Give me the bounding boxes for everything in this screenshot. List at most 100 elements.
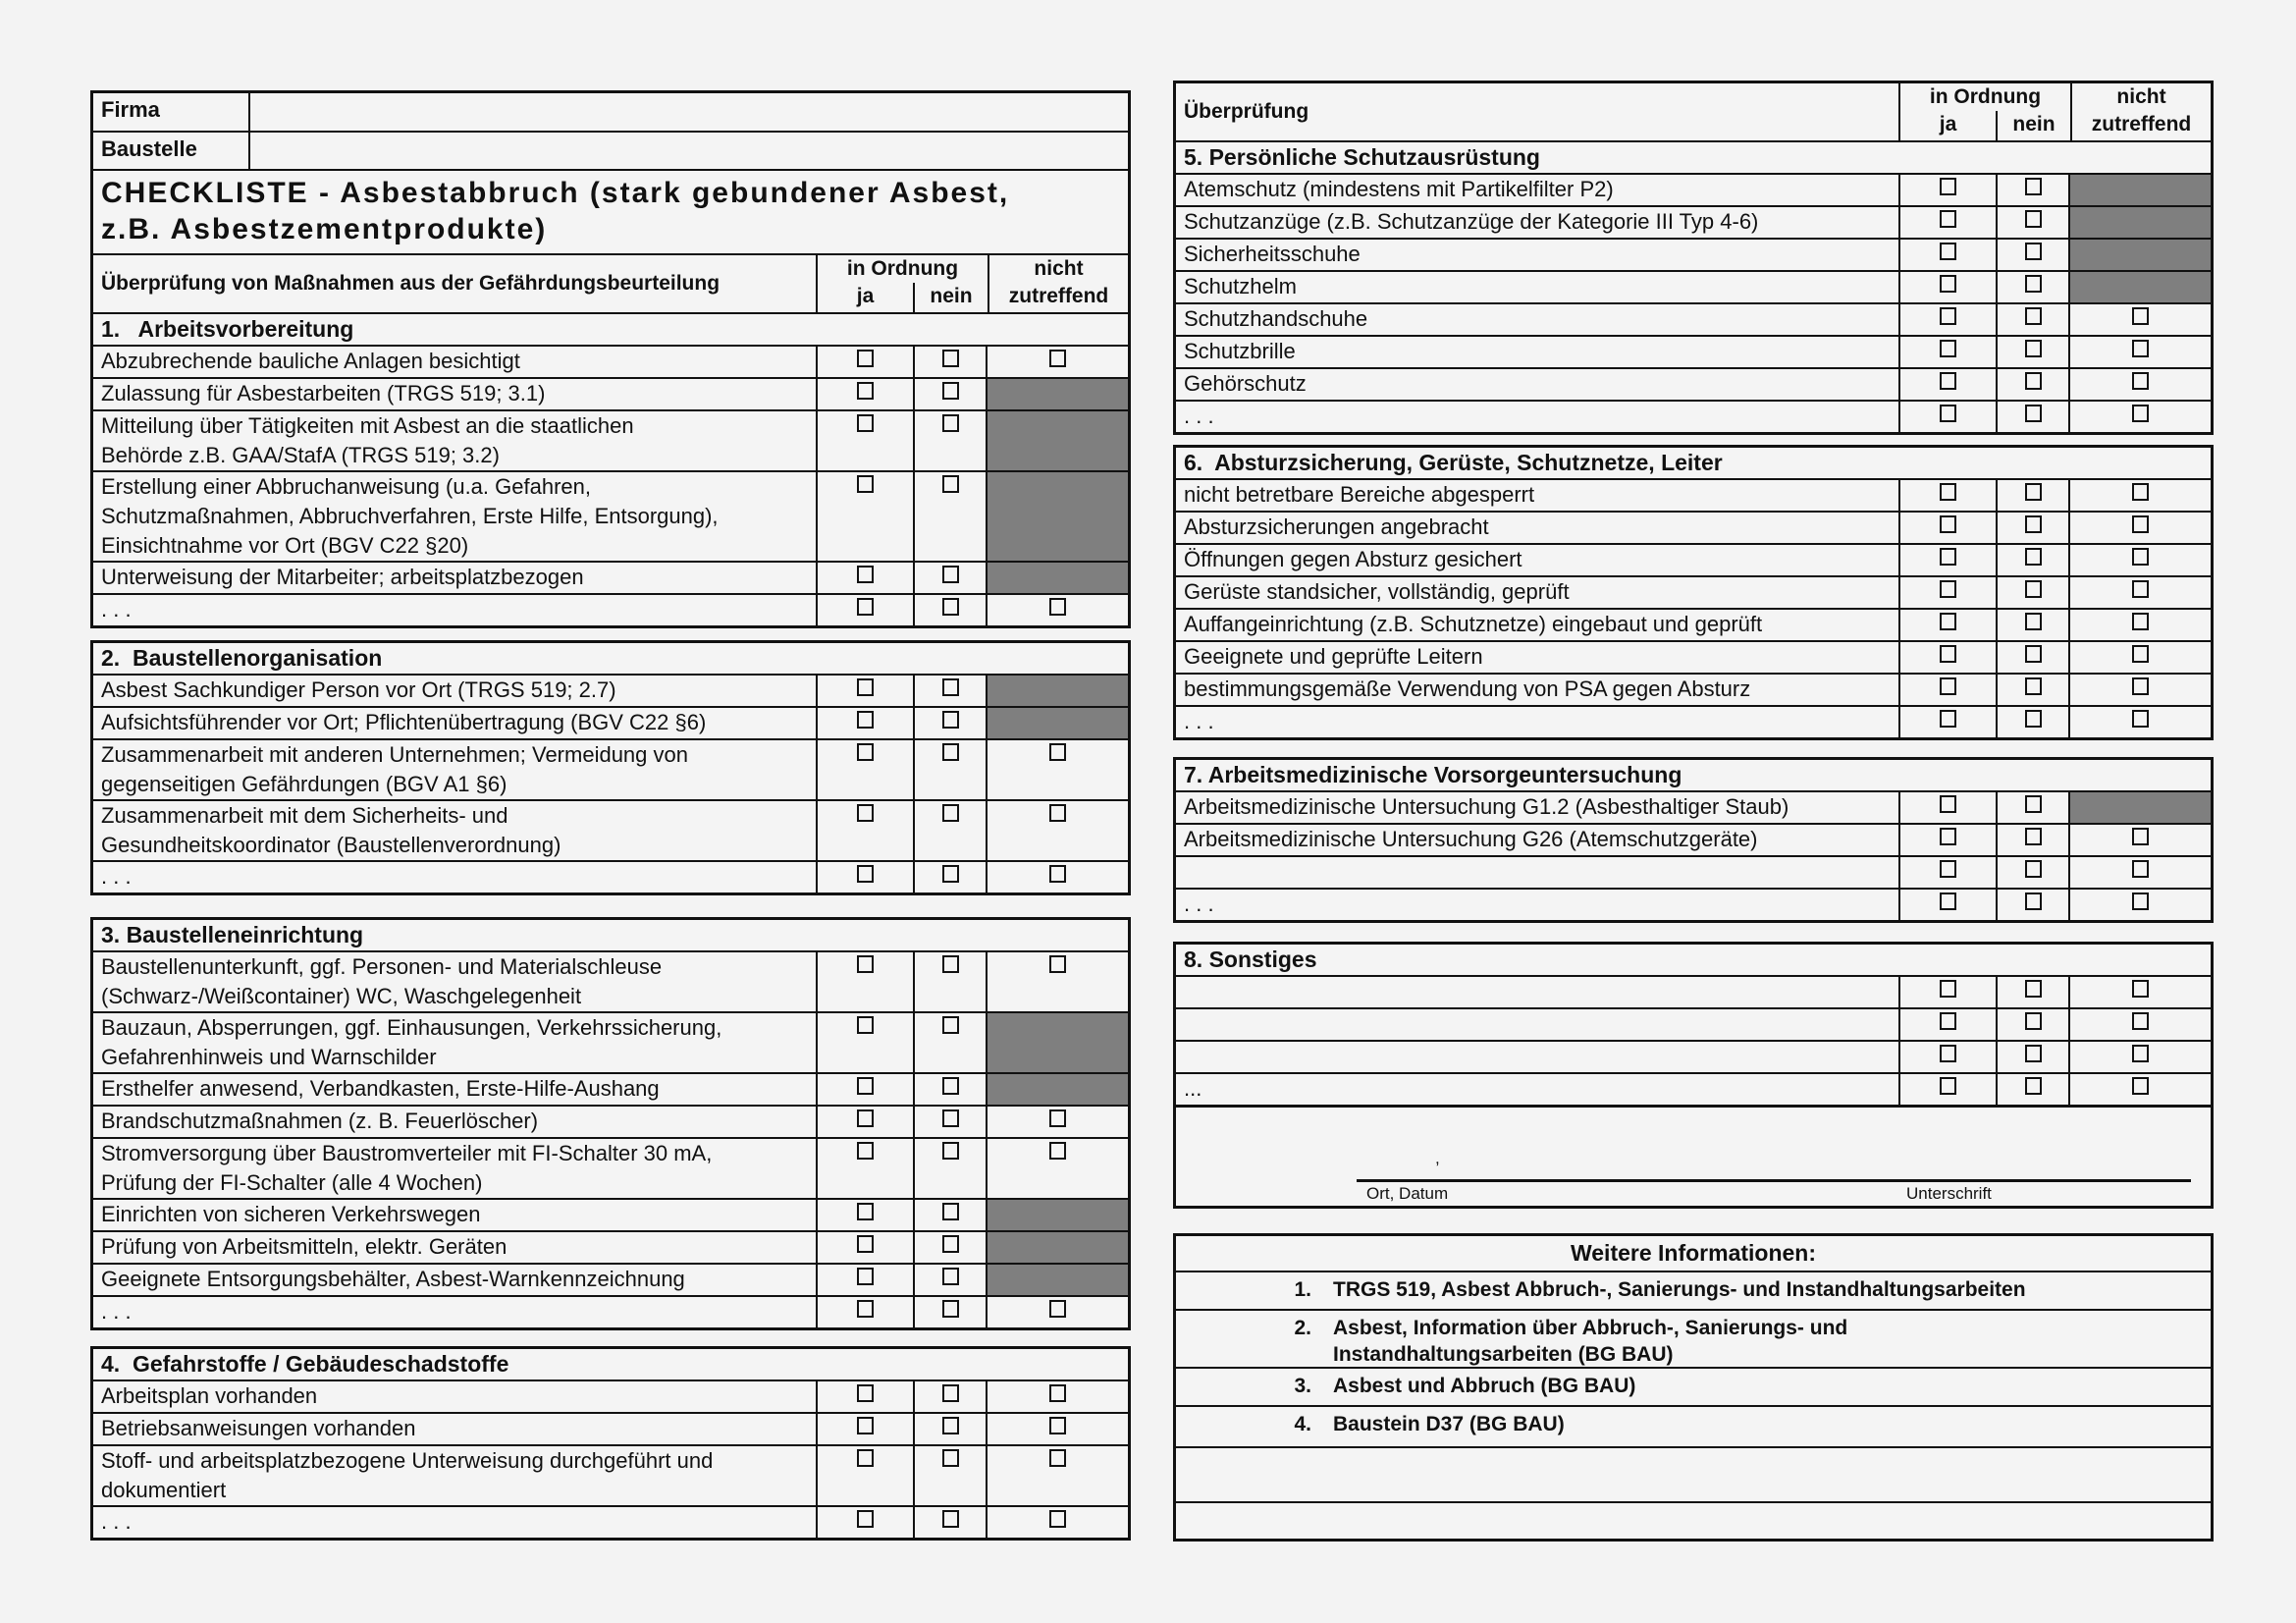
nein-checkbox[interactable] bbox=[941, 382, 959, 400]
nein-checkbox[interactable] bbox=[941, 743, 959, 761]
baustelle-field[interactable] bbox=[250, 133, 1128, 169]
ja-checkbox[interactable] bbox=[1940, 275, 1956, 293]
firma-field[interactable] bbox=[250, 93, 1128, 131]
nicht-zutreffend-checkbox[interactable] bbox=[1049, 955, 1066, 973]
nein-checkbox[interactable] bbox=[2024, 795, 2042, 813]
nein-checkbox[interactable] bbox=[2024, 613, 2042, 630]
nicht-zutreffend-checkbox[interactable] bbox=[2132, 515, 2149, 533]
ja-checkbox[interactable] bbox=[1940, 340, 1956, 357]
nicht-zutreffend-checkbox[interactable] bbox=[2132, 340, 2149, 357]
ja-checkbox[interactable] bbox=[1940, 1077, 1956, 1095]
nein-checkbox[interactable] bbox=[2024, 893, 2042, 910]
nicht-zutreffend-checkbox[interactable] bbox=[2132, 1012, 2149, 1030]
nein-checkbox[interactable] bbox=[2024, 275, 2042, 293]
nicht-zutreffend-checkbox[interactable] bbox=[2132, 483, 2149, 501]
ja-checkbox[interactable] bbox=[1940, 1045, 1956, 1062]
nein-checkbox[interactable] bbox=[2024, 307, 2042, 325]
nein-checkbox[interactable] bbox=[941, 678, 959, 696]
nein-checkbox[interactable] bbox=[2024, 178, 2042, 195]
nein-checkbox[interactable] bbox=[2024, 980, 2042, 998]
ja-checkbox[interactable] bbox=[1940, 1012, 1956, 1030]
nicht-zutreffend-checkbox[interactable] bbox=[1049, 1300, 1066, 1318]
nein-checkbox[interactable] bbox=[2024, 515, 2042, 533]
nein-checkbox[interactable] bbox=[941, 1109, 959, 1127]
ja-checkbox[interactable] bbox=[1940, 710, 1956, 728]
nicht-zutreffend-checkbox[interactable] bbox=[2132, 1045, 2149, 1062]
ja-checkbox[interactable] bbox=[857, 598, 874, 616]
ja-checkbox[interactable] bbox=[1940, 483, 1956, 501]
ja-checkbox[interactable] bbox=[857, 678, 874, 696]
nicht-zutreffend-checkbox[interactable] bbox=[1049, 1142, 1066, 1160]
nein-checkbox[interactable] bbox=[941, 804, 959, 822]
nein-checkbox[interactable] bbox=[2024, 710, 2042, 728]
ja-checkbox[interactable] bbox=[1940, 828, 1956, 845]
nein-checkbox[interactable] bbox=[941, 955, 959, 973]
ja-checkbox[interactable] bbox=[857, 1016, 874, 1034]
nein-checkbox[interactable] bbox=[941, 1077, 959, 1095]
nein-checkbox[interactable] bbox=[941, 1142, 959, 1160]
nein-checkbox[interactable] bbox=[2024, 372, 2042, 390]
nicht-zutreffend-checkbox[interactable] bbox=[2132, 677, 2149, 695]
ja-checkbox[interactable] bbox=[857, 414, 874, 432]
ja-checkbox[interactable] bbox=[1940, 243, 1956, 260]
nicht-zutreffend-checkbox[interactable] bbox=[1049, 350, 1066, 367]
ja-checkbox[interactable] bbox=[857, 1203, 874, 1220]
ja-checkbox[interactable] bbox=[857, 1384, 874, 1402]
nicht-zutreffend-checkbox[interactable] bbox=[1049, 1417, 1066, 1434]
ja-checkbox[interactable] bbox=[1940, 307, 1956, 325]
ja-checkbox[interactable] bbox=[857, 1510, 874, 1528]
nein-checkbox[interactable] bbox=[941, 1300, 959, 1318]
nein-checkbox[interactable] bbox=[2024, 677, 2042, 695]
nein-checkbox[interactable] bbox=[941, 414, 959, 432]
nein-checkbox[interactable] bbox=[941, 865, 959, 883]
ja-checkbox[interactable] bbox=[1940, 580, 1956, 598]
nein-checkbox[interactable] bbox=[941, 350, 959, 367]
nein-checkbox[interactable] bbox=[941, 475, 959, 493]
ja-checkbox[interactable] bbox=[1940, 613, 1956, 630]
nein-checkbox[interactable] bbox=[2024, 548, 2042, 566]
ja-checkbox[interactable] bbox=[857, 711, 874, 729]
nein-checkbox[interactable] bbox=[2024, 645, 2042, 663]
nein-checkbox[interactable] bbox=[941, 598, 959, 616]
nicht-zutreffend-checkbox[interactable] bbox=[1049, 1384, 1066, 1402]
ja-checkbox[interactable] bbox=[857, 804, 874, 822]
nicht-zutreffend-checkbox[interactable] bbox=[2132, 307, 2149, 325]
ja-checkbox[interactable] bbox=[857, 1417, 874, 1434]
ja-checkbox[interactable] bbox=[1940, 210, 1956, 228]
ja-checkbox[interactable] bbox=[1940, 548, 1956, 566]
nein-checkbox[interactable] bbox=[941, 1449, 959, 1467]
signature-area[interactable]: , Ort, Datum Unterschrift bbox=[1176, 1105, 2211, 1206]
nicht-zutreffend-checkbox[interactable] bbox=[1049, 1510, 1066, 1528]
ja-checkbox[interactable] bbox=[1940, 372, 1956, 390]
nein-checkbox[interactable] bbox=[2024, 483, 2042, 501]
nicht-zutreffend-checkbox[interactable] bbox=[1049, 865, 1066, 883]
ja-checkbox[interactable] bbox=[1940, 645, 1956, 663]
nein-checkbox[interactable] bbox=[941, 1235, 959, 1253]
nicht-zutreffend-checkbox[interactable] bbox=[1049, 743, 1066, 761]
ja-checkbox[interactable] bbox=[857, 350, 874, 367]
nicht-zutreffend-checkbox[interactable] bbox=[2132, 893, 2149, 910]
nein-checkbox[interactable] bbox=[941, 1016, 959, 1034]
ja-checkbox[interactable] bbox=[1940, 980, 1956, 998]
nicht-zutreffend-checkbox[interactable] bbox=[2132, 613, 2149, 630]
nicht-zutreffend-checkbox[interactable] bbox=[2132, 372, 2149, 390]
nicht-zutreffend-checkbox[interactable] bbox=[1049, 804, 1066, 822]
ja-checkbox[interactable] bbox=[857, 1235, 874, 1253]
nein-checkbox[interactable] bbox=[2024, 860, 2042, 878]
nicht-zutreffend-checkbox[interactable] bbox=[2132, 580, 2149, 598]
nicht-zutreffend-checkbox[interactable] bbox=[1049, 1449, 1066, 1467]
nicht-zutreffend-checkbox[interactable] bbox=[2132, 710, 2149, 728]
ja-checkbox[interactable] bbox=[857, 865, 874, 883]
nicht-zutreffend-checkbox[interactable] bbox=[2132, 980, 2149, 998]
ja-checkbox[interactable] bbox=[857, 1449, 874, 1467]
nein-checkbox[interactable] bbox=[2024, 340, 2042, 357]
ja-checkbox[interactable] bbox=[1940, 860, 1956, 878]
ja-checkbox[interactable] bbox=[857, 1268, 874, 1285]
nicht-zutreffend-checkbox[interactable] bbox=[2132, 405, 2149, 422]
nicht-zutreffend-checkbox[interactable] bbox=[1049, 598, 1066, 616]
nein-checkbox[interactable] bbox=[941, 711, 959, 729]
ja-checkbox[interactable] bbox=[857, 1142, 874, 1160]
ja-checkbox[interactable] bbox=[857, 955, 874, 973]
nicht-zutreffend-checkbox[interactable] bbox=[2132, 1077, 2149, 1095]
ja-checkbox[interactable] bbox=[857, 1077, 874, 1095]
